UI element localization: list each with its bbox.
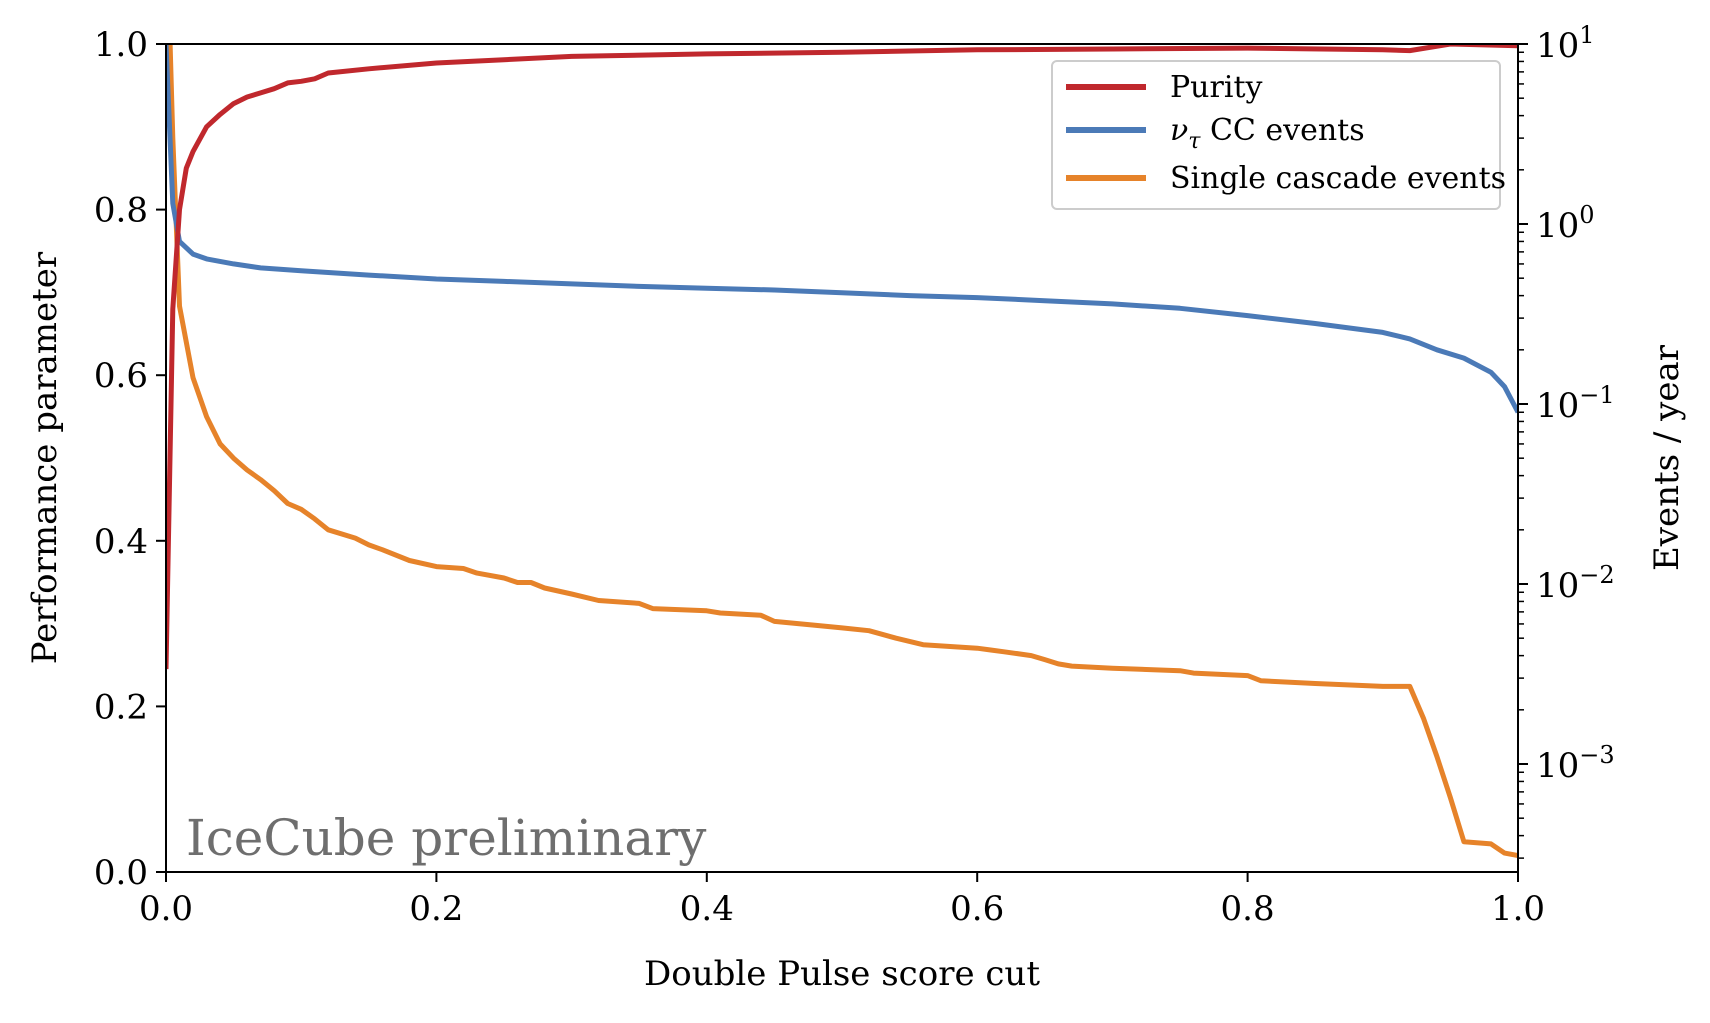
y-left-tick-label: 0.6 <box>94 356 148 396</box>
legend-label: Single cascade events <box>1170 161 1506 196</box>
y-right-tick-label: 10−2 <box>1536 561 1615 606</box>
legend-items: Purity ντ CC events Single cascade events <box>1066 70 1506 196</box>
x-tick-label: 0.0 <box>139 889 193 929</box>
y-left-tick-label: 1.0 <box>94 25 148 65</box>
series-lines-layer <box>166 44 1518 859</box>
y-right-tick-label: 10−1 <box>1536 381 1615 426</box>
x-axis-label: Double Pulse score cut <box>644 954 1040 994</box>
legend-label: Purity <box>1170 70 1262 105</box>
ticks-layer: 0.0 0.2 0.4 0.6 0.8 1.0 0.0 0.2 0.4 0.6 0.8 1.0 101 1… <box>94 21 1615 929</box>
legend: Purity ντ CC events Single cascade events <box>1051 60 1506 210</box>
y-right-tick-label: 100 <box>1536 201 1595 246</box>
legend-box <box>1051 60 1501 210</box>
legend-label: ντ CC events <box>1170 113 1365 154</box>
series-line-purity <box>166 44 1518 670</box>
y-left-tick-label: 0.8 <box>94 191 148 231</box>
y-right-tick-label: 10−3 <box>1536 741 1615 786</box>
y-axis-label-right: Events / year <box>1647 344 1687 571</box>
x-tick-label: 0.8 <box>1221 889 1275 929</box>
y-left-tick-label: 0.4 <box>94 522 148 562</box>
y-right-tick-label: 101 <box>1536 21 1595 66</box>
y-axis-label-left: Performance parameter <box>25 251 65 664</box>
y-left-tick-label: 0.0 <box>94 853 148 893</box>
series-line-cc-events <box>166 44 1518 414</box>
watermark-annotation: IceCube preliminary <box>186 809 707 867</box>
x-tick-label: 0.4 <box>680 889 734 929</box>
series-line-single-cascade-events <box>167 44 1518 859</box>
x-tick-label: 0.2 <box>409 889 463 929</box>
x-tick-label: 0.6 <box>950 889 1004 929</box>
y-left-tick-label: 0.2 <box>94 687 148 727</box>
x-tick-label: 1.0 <box>1491 889 1545 929</box>
